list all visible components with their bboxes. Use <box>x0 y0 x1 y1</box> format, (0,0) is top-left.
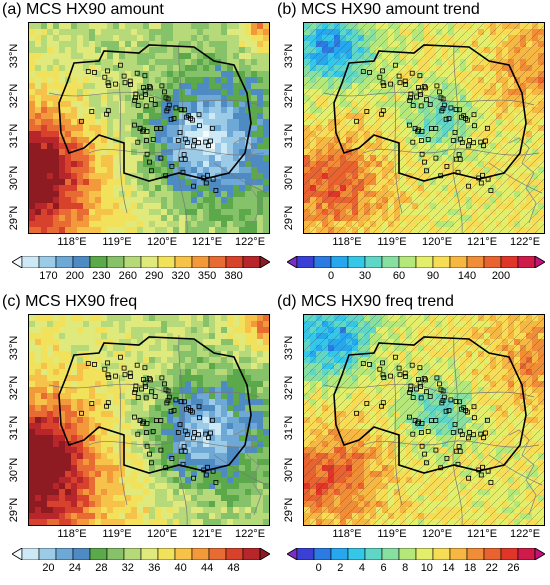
colorbar-tick-label: 44 <box>200 562 214 574</box>
lon-tick: 121°E <box>466 528 498 540</box>
panel-title: (d) MCS HX90 freq trend <box>277 293 454 310</box>
lat-tick: 29°N <box>283 205 295 231</box>
colorbar-tick-label: 40 <box>174 562 187 574</box>
lon-tick: 120°E <box>146 528 178 540</box>
lat-tick: 29°N <box>8 497 20 523</box>
colorbar-tick-label: 20 <box>42 562 55 574</box>
lat-tick: 30°N <box>283 165 295 191</box>
colorbar-tick-label: 6 <box>380 562 387 574</box>
colorbar-tick-label: 14 <box>442 562 455 574</box>
colorbar-tick-label: 380 <box>224 270 243 282</box>
map-plot <box>28 314 270 526</box>
panel-d: (d) MCS HX90 freq trend 33°N 32°N 31°N 3… <box>275 292 550 584</box>
lat-tick: 29°N <box>283 497 295 523</box>
lon-tick: 122°E <box>234 528 266 540</box>
lat-tick: 33°N <box>8 335 20 361</box>
lon-tick: 118°E <box>332 236 362 248</box>
lon-tick: 122°E <box>509 528 541 540</box>
panel-a: (a) MCS HX90 amount 33°N 32°N 31°N 30°N … <box>0 0 275 292</box>
colorbar-tick-label: 26 <box>507 562 520 574</box>
lat-tick: 31°N <box>8 415 20 441</box>
lat-tick: 32°N <box>283 83 295 109</box>
lat-tick: 31°N <box>283 123 295 149</box>
lat-tick: 30°N <box>8 165 20 191</box>
colorbar-tick-label: 22 <box>485 562 498 574</box>
lon-tick: 120°E <box>421 236 453 248</box>
lon-tick: 119°E <box>377 528 407 540</box>
colorbar-tick-label: 200 <box>491 270 511 282</box>
map-field <box>304 315 544 525</box>
lon-tick: 122°E <box>234 236 266 248</box>
lat-tick: 30°N <box>8 457 20 483</box>
lon-tick: 120°E <box>146 236 178 248</box>
lon-tick: 121°E <box>191 236 223 248</box>
colorbar-tick-label: 36 <box>148 562 161 574</box>
colorbar-tick-label: 200 <box>65 270 85 282</box>
colorbar-tick-label: 260 <box>118 270 137 282</box>
panel-title: (c) MCS HX90 freq <box>2 293 138 310</box>
map-field <box>304 23 544 233</box>
colorbar <box>12 256 270 268</box>
colorbar-tick-label: 24 <box>68 562 81 574</box>
lon-tick: 119°E <box>377 236 407 248</box>
colorbar-tick-label: 4 <box>358 562 365 574</box>
lat-tick: 33°N <box>8 43 20 69</box>
colorbar-tick-label: 60 <box>392 270 406 282</box>
map-field <box>29 23 269 233</box>
map-plot <box>303 314 545 526</box>
colorbar <box>287 548 545 560</box>
lat-tick: 31°N <box>8 123 20 149</box>
lat-tick: 32°N <box>8 83 20 109</box>
colorbar-tick-label: 18 <box>463 562 477 574</box>
colorbar <box>12 548 270 560</box>
colorbar-tick-label: 28 <box>95 562 108 574</box>
lat-tick: 30°N <box>283 457 295 483</box>
colorbar-tick-label: 30 <box>358 270 372 282</box>
lat-tick: 29°N <box>8 205 20 231</box>
colorbar-tick-label: 90 <box>426 270 440 282</box>
colorbar-tick-label: 170 <box>39 270 58 282</box>
map-field <box>29 315 269 525</box>
lon-tick: 122°E <box>509 236 541 248</box>
colorbar-tick-label: 10 <box>420 562 433 574</box>
lon-tick: 118°E <box>57 528 87 540</box>
lon-tick: 119°E <box>102 528 132 540</box>
lat-tick: 31°N <box>283 415 295 441</box>
colorbar-tick-label: 0 <box>327 270 335 282</box>
colorbar-tick-label: 140 <box>457 270 477 282</box>
map-plot <box>28 22 270 234</box>
colorbar-tick-label: 290 <box>145 270 164 282</box>
colorbar-tick-label: 48 <box>227 562 240 574</box>
lon-tick: 118°E <box>57 236 87 248</box>
panel-title: (a) MCS HX90 amount <box>2 1 164 18</box>
colorbar-tick-label: 0 <box>315 562 322 574</box>
lat-tick: 32°N <box>8 375 20 401</box>
lon-tick: 121°E <box>191 528 223 540</box>
lon-tick: 118°E <box>332 528 362 540</box>
panel-c: (c) MCS HX90 freq 33°N 32°N 31°N 30°N 29… <box>0 292 275 584</box>
lat-tick: 33°N <box>283 43 295 69</box>
colorbar <box>287 256 545 268</box>
panel-b: (b) MCS HX90 amount trend 33°N 32°N 31°N… <box>275 0 550 292</box>
colorbar-tick-label: 350 <box>197 270 217 282</box>
lon-tick: 120°E <box>421 528 453 540</box>
lon-tick: 121°E <box>466 236 498 248</box>
map-plot <box>303 22 545 234</box>
colorbar-tick-label: 8 <box>402 562 409 574</box>
colorbar-tick-label: 320 <box>171 270 190 282</box>
colorbar-tick-label: 32 <box>121 562 134 574</box>
panel-title: (b) MCS HX90 amount trend <box>277 1 480 18</box>
lon-tick: 119°E <box>102 236 132 248</box>
lat-tick: 33°N <box>283 335 295 361</box>
colorbar-tick-label: 230 <box>92 270 111 282</box>
colorbar-tick-label: 2 <box>337 562 344 574</box>
lat-tick: 32°N <box>283 375 295 401</box>
